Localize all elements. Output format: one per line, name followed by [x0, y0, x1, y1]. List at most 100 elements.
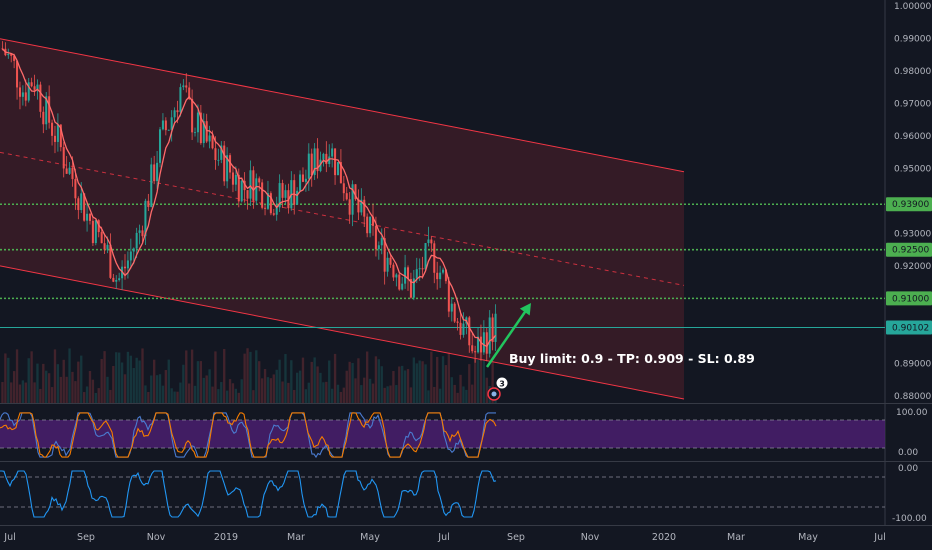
candle-body: [494, 313, 497, 342]
price-tick-label: 0.99000: [894, 35, 931, 45]
candle-body: [433, 243, 436, 273]
oscillator-pane-2[interactable]: [0, 470, 885, 518]
candle-body: [18, 87, 21, 97]
candle-body: [424, 243, 427, 270]
candle-body: [474, 351, 477, 353]
volume-bar: [287, 382, 290, 403]
volume-bar: [374, 356, 378, 403]
volume-bar: [482, 359, 486, 403]
volume-bar: [281, 381, 284, 403]
volume-bar: [389, 385, 392, 403]
volume-bar: [85, 386, 89, 403]
time-tick-label: Sep: [77, 532, 95, 543]
candle-body: [65, 168, 68, 174]
volume-bar: [246, 348, 249, 403]
event-badge[interactable]: 3: [487, 377, 508, 401]
candle-body: [53, 135, 56, 142]
candle-body: [176, 110, 179, 113]
time-tick-label: Nov: [147, 532, 166, 543]
price-tick-label: 0.93000: [894, 229, 931, 239]
candle-body: [351, 184, 354, 215]
candle-body: [217, 159, 220, 161]
time-tick-label: 2019: [214, 532, 238, 543]
volume-bar: [141, 348, 144, 403]
volume-bar: [220, 382, 223, 403]
candle-body: [80, 193, 83, 211]
candle-body: [272, 213, 275, 215]
volume-bar: [371, 383, 375, 403]
volume-bar: [278, 359, 281, 403]
volume-bar: [345, 370, 348, 403]
volume-bar: [258, 361, 261, 403]
candle-body: [123, 266, 127, 269]
candle-body: [161, 120, 164, 130]
volume-bar: [319, 372, 322, 403]
volume-bar: [377, 359, 381, 403]
volume-bar: [126, 351, 130, 403]
volume-bar: [188, 383, 191, 403]
price-axis-pane[interactable]: [885, 0, 932, 550]
price-tick-label: 0.97000: [894, 100, 931, 110]
volume-bar: [68, 348, 71, 403]
volume-bar: [304, 389, 308, 403]
volume-bar: [339, 391, 343, 403]
volume-bar: [462, 386, 465, 403]
volume-bar: [138, 360, 141, 403]
volume-bar: [301, 357, 305, 403]
candle-body: [42, 111, 45, 125]
candle-body: [278, 183, 281, 208]
candle-body: [112, 277, 115, 282]
channel-upper-line: [0, 38, 685, 173]
volume-bar: [471, 384, 474, 403]
volume-bar: [225, 390, 229, 403]
oscillator-pane-1[interactable]: [0, 412, 885, 459]
candle-body: [118, 278, 121, 281]
volume-bar: [173, 391, 176, 403]
volume-bar: [243, 353, 246, 403]
candle-body: [439, 272, 442, 280]
candle-body: [366, 216, 369, 234]
volume-bar: [117, 352, 121, 403]
volume-bar: [82, 392, 86, 403]
time-tick-label: Jul: [437, 532, 449, 543]
candle-body: [83, 193, 86, 221]
volume-bar: [12, 371, 16, 403]
candle-body: [156, 162, 159, 182]
candle-body: [191, 98, 194, 133]
volume-bars: [1, 348, 497, 403]
candle-body: [383, 238, 386, 272]
volume-bar: [112, 365, 115, 403]
candle-body: [147, 200, 150, 207]
candle-body: [371, 216, 375, 226]
candle-body: [100, 232, 103, 244]
volume-bar: [115, 352, 118, 403]
candle-body: [88, 213, 92, 221]
price-tick-label: 0.89000: [894, 359, 931, 369]
volume-bar: [401, 365, 404, 403]
volume-bar: [412, 357, 416, 403]
channel-lower-line: [0, 265, 685, 400]
volume-bar: [456, 392, 459, 403]
candle-body: [115, 280, 118, 282]
volume-bar: [240, 379, 243, 403]
volume-bar: [109, 389, 112, 403]
price-tick-label: 1.00000: [894, 2, 931, 12]
volume-bar: [450, 377, 453, 403]
volume-bar: [30, 351, 33, 403]
candle-body: [334, 148, 337, 176]
time-tick-label: Jul: [873, 532, 885, 543]
volume-bar: [39, 388, 42, 403]
candle-body: [249, 170, 252, 199]
candle-body: [261, 182, 264, 208]
candle-body: [436, 272, 439, 280]
volume-bar: [333, 353, 337, 403]
price-levels: [0, 203, 885, 329]
volume-bar: [59, 376, 62, 403]
volume-bar: [290, 360, 293, 403]
candle-body: [421, 268, 424, 270]
volume-bar: [202, 377, 205, 403]
candle-body: [223, 145, 226, 182]
volume-bar: [228, 379, 232, 403]
volume-bar: [231, 383, 235, 403]
